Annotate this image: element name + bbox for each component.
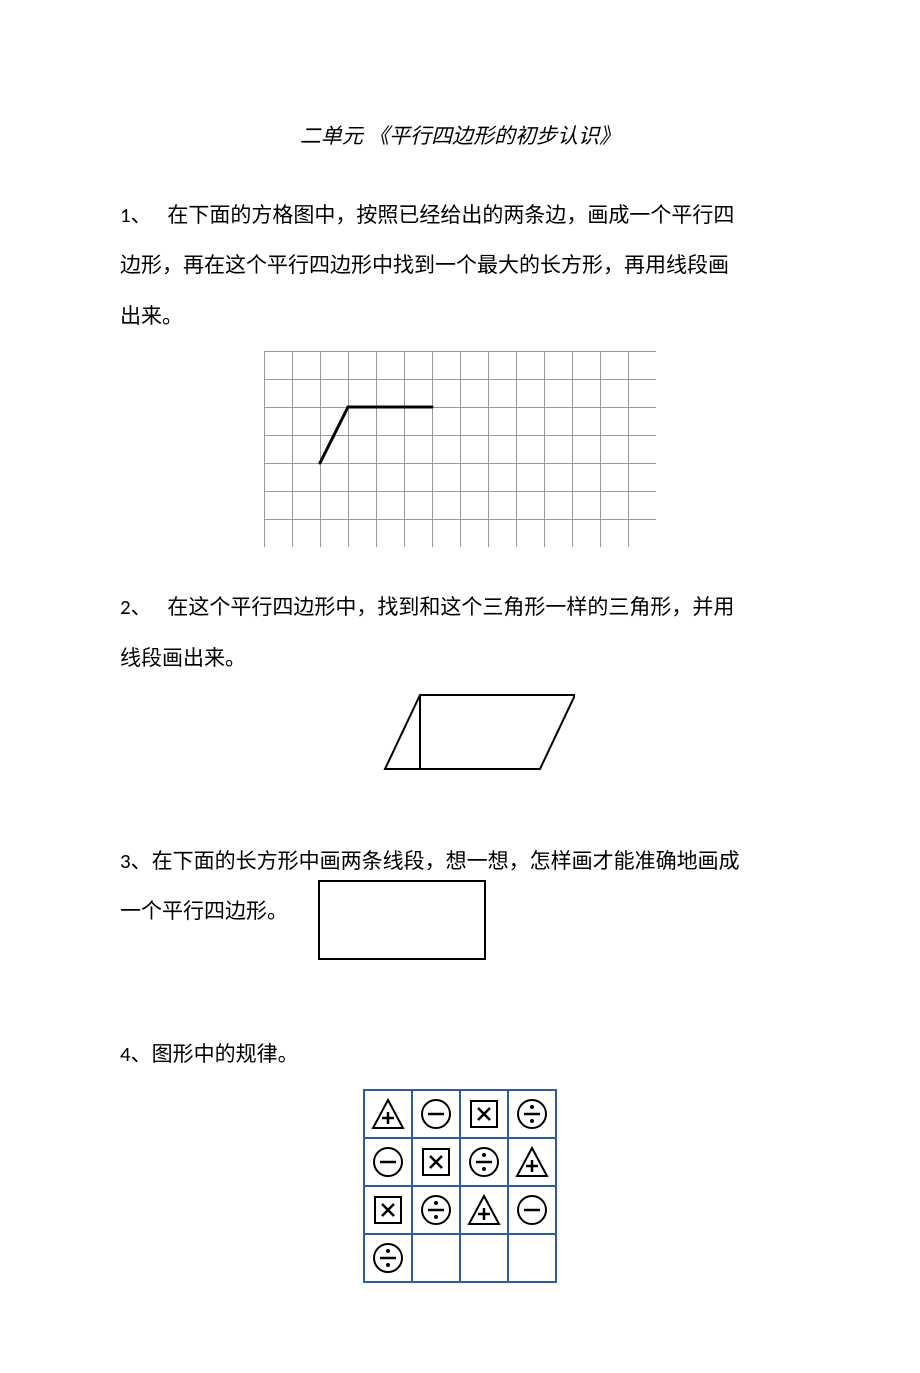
q3-line-a: 在下面的长方形中画两条线段，想一想，怎样画才能准确地画成	[152, 849, 740, 873]
question-2: 2、 在这个平行四边形中，找到和这个三角形一样的三角形，并用 线段画出来。	[120, 582, 800, 683]
q1-line-a: 在下面的方格图中，按照已经给出的两条边，画成一个平行四	[167, 203, 734, 227]
pattern-cell	[364, 1138, 412, 1186]
q2-line-a: 在这个平行四边形中，找到和这个三角形一样的三角形，并用	[167, 595, 734, 619]
pattern-cell	[508, 1186, 556, 1234]
q1-line-c: 出来。	[120, 304, 183, 328]
pattern-cell	[508, 1234, 556, 1282]
pattern-cell	[460, 1186, 508, 1234]
q2-line-b: 线段画出来。	[120, 646, 246, 670]
pattern-cell	[412, 1138, 460, 1186]
pattern-grid	[363, 1089, 557, 1283]
pattern-cell	[364, 1234, 412, 1282]
pattern-cell	[412, 1090, 460, 1138]
pattern-cell	[364, 1186, 412, 1234]
q4-number: 4、	[120, 1041, 152, 1067]
q3-line-b: 一个平行四边形。	[120, 886, 288, 936]
q3-number: 3、	[120, 848, 152, 874]
question-1: 1、 在下面的方格图中，按照已经给出的两条边，画成一个平行四 边形，再在这个平行…	[120, 190, 800, 341]
grid-figure	[264, 351, 656, 547]
q4-line-a: 图形中的规律。	[152, 1042, 299, 1066]
question-4: 4、图形中的规律。	[120, 1029, 800, 1079]
pattern-cell	[460, 1138, 508, 1186]
pattern-cell	[460, 1234, 508, 1282]
pattern-cell	[508, 1090, 556, 1138]
pattern-cell	[412, 1186, 460, 1234]
pattern-cell	[364, 1090, 412, 1138]
q2-number: 2、	[120, 594, 152, 620]
parallelogram-figure	[345, 693, 575, 771]
question-3: 3、在下面的长方形中画两条线段，想一想，怎样画才能准确地画成 一个平行四边形。	[120, 836, 800, 979]
q1-number: 1、	[120, 202, 152, 228]
pattern-cell	[412, 1234, 460, 1282]
q1-line-b: 边形，再在这个平行四边形中找到一个最大的长方形，再用线段画	[120, 253, 729, 277]
unit-title: 二单元 《平行四边形的初步认识》	[120, 120, 800, 150]
pattern-cell	[508, 1138, 556, 1186]
pattern-cell	[460, 1090, 508, 1138]
rectangle-figure	[318, 880, 486, 960]
